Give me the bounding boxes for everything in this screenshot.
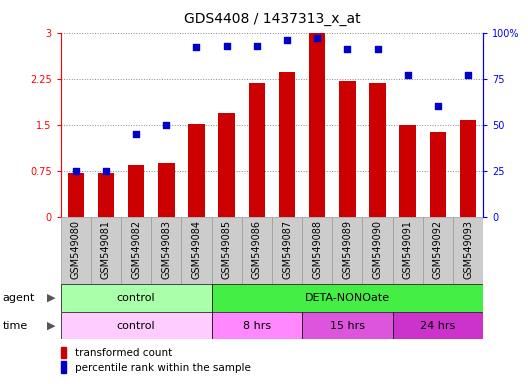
Bar bbox=[188, 124, 205, 217]
Bar bbox=[98, 173, 114, 217]
Bar bbox=[393, 312, 483, 339]
Bar bbox=[423, 217, 453, 284]
Text: 15 hrs: 15 hrs bbox=[330, 321, 365, 331]
Text: GSM549093: GSM549093 bbox=[463, 220, 473, 279]
Bar bbox=[430, 132, 446, 217]
Bar bbox=[332, 217, 362, 284]
Text: GSM549088: GSM549088 bbox=[312, 220, 322, 279]
Text: GSM549086: GSM549086 bbox=[252, 220, 262, 279]
Text: 8 hrs: 8 hrs bbox=[243, 321, 271, 331]
Text: control: control bbox=[117, 293, 155, 303]
Bar bbox=[362, 217, 393, 284]
Bar bbox=[399, 125, 416, 217]
Text: DETA-NONOate: DETA-NONOate bbox=[305, 293, 390, 303]
Bar bbox=[460, 120, 476, 217]
Point bbox=[132, 131, 140, 137]
Bar bbox=[309, 33, 325, 217]
Bar bbox=[61, 361, 66, 372]
Point bbox=[192, 44, 201, 50]
Text: GSM549081: GSM549081 bbox=[101, 220, 111, 279]
Point bbox=[433, 103, 442, 109]
Point bbox=[403, 72, 412, 78]
Text: GSM549092: GSM549092 bbox=[433, 220, 443, 280]
Bar bbox=[68, 173, 84, 217]
Text: control: control bbox=[117, 321, 155, 331]
Bar bbox=[121, 217, 151, 284]
Bar bbox=[91, 217, 121, 284]
Text: ▶: ▶ bbox=[47, 321, 55, 331]
Bar bbox=[182, 217, 212, 284]
Bar bbox=[453, 217, 483, 284]
Bar bbox=[302, 312, 393, 339]
Point bbox=[102, 168, 110, 174]
Bar bbox=[212, 217, 242, 284]
Point bbox=[373, 46, 382, 52]
Text: GSM549082: GSM549082 bbox=[131, 220, 141, 280]
Text: GSM549087: GSM549087 bbox=[282, 220, 292, 280]
Text: GSM549083: GSM549083 bbox=[162, 220, 171, 279]
Point bbox=[464, 72, 472, 78]
Bar bbox=[272, 217, 302, 284]
Text: transformed count: transformed count bbox=[75, 348, 172, 358]
Text: GSM549085: GSM549085 bbox=[222, 220, 232, 280]
Bar bbox=[212, 312, 302, 339]
Bar bbox=[339, 81, 356, 217]
Text: GSM549090: GSM549090 bbox=[373, 220, 382, 279]
Text: GDS4408 / 1437313_x_at: GDS4408 / 1437313_x_at bbox=[184, 12, 360, 25]
Text: GSM549084: GSM549084 bbox=[192, 220, 202, 279]
Text: ▶: ▶ bbox=[47, 293, 55, 303]
Point bbox=[162, 122, 171, 128]
Point bbox=[252, 43, 261, 49]
Bar bbox=[279, 72, 295, 217]
Point bbox=[72, 168, 80, 174]
Text: agent: agent bbox=[3, 293, 35, 303]
Bar bbox=[242, 217, 272, 284]
Bar bbox=[369, 83, 386, 217]
Text: time: time bbox=[3, 321, 28, 331]
Point bbox=[313, 35, 322, 41]
Bar bbox=[219, 113, 235, 217]
Text: GSM549089: GSM549089 bbox=[342, 220, 352, 279]
Text: GSM549091: GSM549091 bbox=[403, 220, 413, 279]
Text: GSM549080: GSM549080 bbox=[71, 220, 81, 279]
Bar bbox=[61, 312, 212, 339]
Bar bbox=[61, 346, 66, 358]
Text: 24 hrs: 24 hrs bbox=[420, 321, 456, 331]
Point bbox=[222, 43, 231, 49]
Bar bbox=[158, 163, 175, 217]
Bar bbox=[302, 217, 332, 284]
Bar bbox=[212, 284, 483, 312]
Bar bbox=[393, 217, 423, 284]
Point bbox=[343, 46, 352, 52]
Bar bbox=[249, 83, 265, 217]
Text: percentile rank within the sample: percentile rank within the sample bbox=[75, 363, 251, 373]
Bar bbox=[151, 217, 182, 284]
Bar bbox=[61, 217, 91, 284]
Bar bbox=[128, 165, 145, 217]
Bar bbox=[61, 284, 212, 312]
Point bbox=[283, 37, 291, 43]
